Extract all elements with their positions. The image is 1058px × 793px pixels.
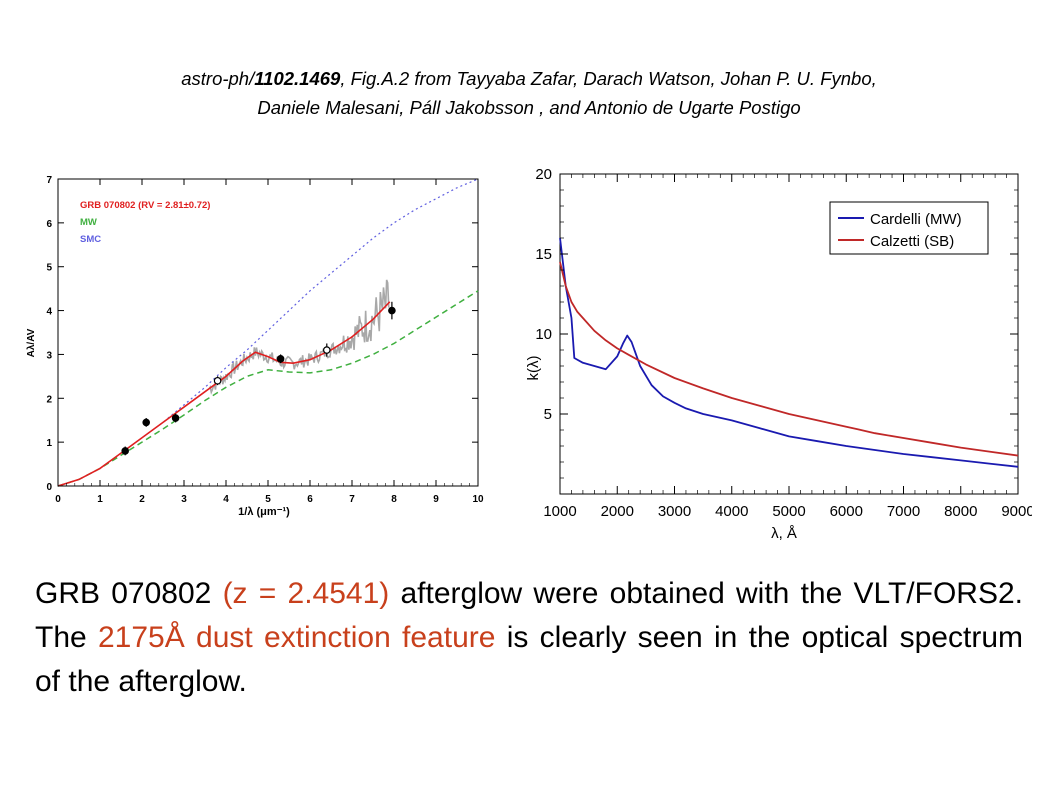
left-x-tick-label: 1 bbox=[97, 494, 103, 505]
right-x-tick-label: 1000 bbox=[543, 503, 576, 520]
right-y-tick-label: 15 bbox=[535, 246, 552, 263]
left-y-tick-label: 7 bbox=[46, 175, 52, 186]
right-y-tick-label: 5 bbox=[544, 406, 552, 423]
right-x-axis-label: λ, Å bbox=[771, 525, 797, 542]
left-y-tick-label: 3 bbox=[46, 350, 52, 361]
left-x-tick-label: 6 bbox=[307, 494, 313, 505]
slide-caption: GRB 070802 (z = 2.4541) afterglow were o… bbox=[35, 572, 1023, 704]
left-x-tick-label: 2 bbox=[139, 494, 145, 505]
legend-smc: SMC bbox=[80, 234, 101, 245]
header-line-2: Daniele Malesani, Páll Jakobsson , and A… bbox=[257, 97, 801, 118]
left-photometry-point bbox=[322, 346, 331, 354]
right-y-tick-label: 10 bbox=[535, 326, 552, 343]
left-photometry-point bbox=[142, 418, 151, 427]
caption-text-2: afterglow were obtained with the VLT/FOR… bbox=[35, 577, 1023, 654]
arxiv-id: 1102.1469 bbox=[254, 68, 341, 89]
left-x-tick-label: 0 bbox=[55, 494, 61, 505]
right-legend: Cardelli (MW) Calzetti (SB) bbox=[829, 201, 989, 255]
left-y-tick-label: 0 bbox=[46, 482, 52, 493]
left-photometry-point bbox=[388, 306, 396, 315]
left-y-tick-label: 1 bbox=[46, 438, 52, 449]
legend-box bbox=[829, 201, 989, 255]
right-x-tick-label: 5000 bbox=[772, 503, 805, 520]
right-series-cardelli bbox=[559, 237, 1019, 468]
right-y-tick-label: 20 bbox=[535, 166, 552, 183]
left-x-tick-label: 7 bbox=[349, 494, 355, 505]
right-y-axis-label: k(λ) bbox=[525, 356, 542, 381]
header-line-1: astro-ph/1102.1469, Fig.A.2 from Tayyaba… bbox=[0, 64, 1058, 93]
right-x-tick-label: 8000 bbox=[944, 503, 977, 520]
left-photometry-point bbox=[276, 355, 285, 363]
left-legend: GRB 070802 (RV = 2.81±0.72) MW SMC bbox=[80, 200, 210, 245]
left-y-tick-label: 4 bbox=[46, 307, 52, 318]
caption-dust-feature: 2175Å dust extinction feature bbox=[97, 621, 496, 654]
left-photometry-point bbox=[121, 447, 130, 455]
header-authors-1: , Fig.A.2 from Tayyaba Zafar, Darach Wat… bbox=[340, 68, 877, 89]
caption-text-1: GRB 070802 bbox=[35, 577, 223, 610]
left-series-mw bbox=[57, 290, 479, 487]
right-x-tick-label: 2000 bbox=[601, 503, 634, 520]
right-series-calzetti bbox=[559, 261, 1019, 457]
caption-text-3: is clearly seen in the optical spectrum … bbox=[35, 621, 1023, 698]
left-x-tick-label: 4 bbox=[223, 494, 229, 505]
left-y-tick-label: 5 bbox=[46, 263, 52, 274]
right-x-tick-label: 3000 bbox=[658, 503, 691, 520]
left-x-axis-label: 1/λ (μm⁻¹) bbox=[238, 506, 290, 518]
right-x-tick-label: 9000 bbox=[1001, 503, 1032, 520]
right-x-tick-label: 7000 bbox=[887, 503, 920, 520]
left-x-tick-label: 10 bbox=[472, 494, 484, 505]
legend-calzetti: Calzetti (SB) bbox=[870, 233, 954, 250]
legend-grb: GRB 070802 (RV = 2.81±0.72) bbox=[80, 200, 210, 211]
extinction-curve-chart: 0 1 2 3 4 5 6 7 8 9 10 0 1 2 3 4 5 6 7 GRB 070802 (RV = 2.… bbox=[26, 175, 484, 518]
left-x-tick-label: 8 bbox=[391, 494, 397, 505]
left-x-tick-label: 9 bbox=[433, 494, 439, 505]
k-lambda-chart: 1000 2000 3000 4000 5000 6000 7000 8000 9000 5 10 1… bbox=[525, 166, 1032, 542]
legend-mw: MW bbox=[80, 217, 97, 228]
caption-redshift: (z = 2.4541) bbox=[222, 577, 390, 610]
left-photometry-point bbox=[213, 376, 222, 385]
left-y-tick-label: 6 bbox=[46, 219, 52, 230]
left-x-tick-label: 5 bbox=[265, 494, 271, 505]
left-series-grb-fit bbox=[57, 301, 391, 487]
left-plot-frame bbox=[57, 178, 479, 487]
right-x-tick-label: 4000 bbox=[715, 503, 748, 520]
slide-header: astro-ph/1102.1469, Fig.A.2 from Tayyaba… bbox=[0, 64, 1058, 122]
arxiv-prefix: astro-ph/ bbox=[181, 68, 255, 89]
left-photometry-point bbox=[171, 414, 180, 422]
left-x-tick-label: 3 bbox=[181, 494, 187, 505]
left-spectrum-noise bbox=[208, 279, 390, 395]
right-x-tick-label: 6000 bbox=[830, 503, 863, 520]
left-y-axis-label: Aλ/AV bbox=[26, 328, 37, 357]
left-series-smc bbox=[57, 178, 479, 487]
legend-cardelli: Cardelli (MW) bbox=[870, 211, 962, 228]
left-y-tick-label: 2 bbox=[46, 394, 52, 405]
